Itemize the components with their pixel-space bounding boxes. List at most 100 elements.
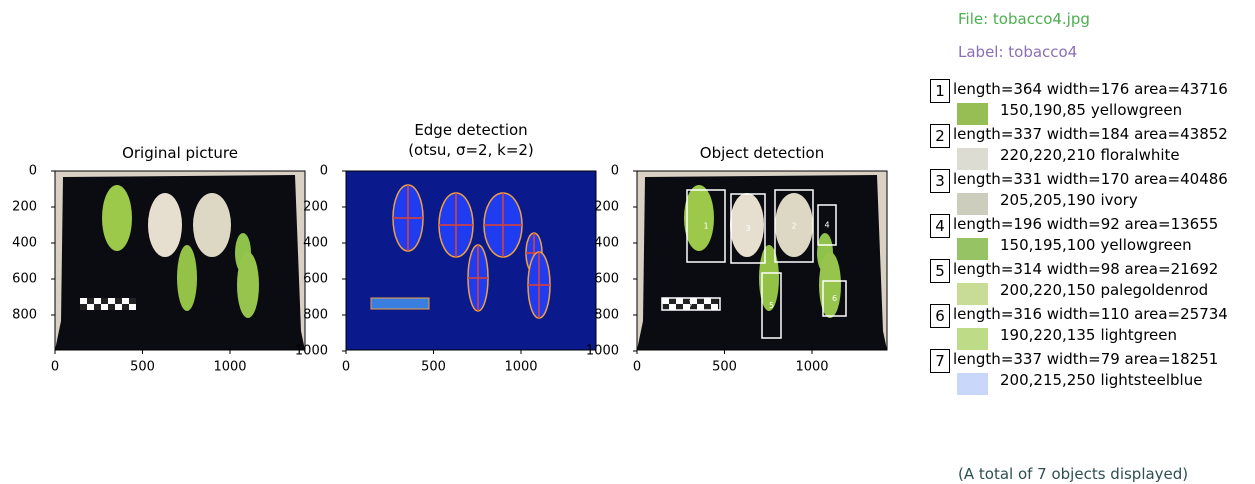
leaf [237, 252, 259, 318]
x-tick-label: 0 [51, 360, 59, 375]
color-swatch [957, 283, 988, 305]
scale-bar [669, 298, 676, 304]
color-swatch [957, 103, 988, 125]
image-panel [55, 171, 305, 350]
object-color: 220,220,210 floralwhite [1000, 146, 1180, 164]
object-id: 1 [930, 79, 950, 103]
scale-bar [697, 304, 704, 310]
scale-bar [711, 304, 718, 310]
color-name: lightgreen [1100, 326, 1177, 344]
y-tick-label: 800 [303, 308, 328, 323]
object-id: 2 [930, 124, 950, 148]
color-rgb: 150,190,85 [1000, 101, 1086, 119]
object-measures: length=364 width=176 area=43716 [953, 80, 1228, 98]
color-name: yellowgreen [1100, 236, 1191, 254]
leaf [177, 245, 197, 311]
y-tick-label: 200 [12, 200, 37, 215]
object-measures: length=316 width=110 area=25734 [953, 305, 1228, 323]
leaf [193, 193, 231, 257]
box-label: 3 [745, 224, 750, 233]
scale-bar [122, 304, 129, 310]
color-rgb: 200,215,250 [1000, 371, 1095, 389]
y-tick-label: 600 [12, 272, 37, 287]
object-color: 205,205,190 ivory [1000, 191, 1138, 209]
scale-bar [669, 304, 676, 310]
object-id: 5 [930, 259, 950, 283]
y-tick-label: 200 [303, 200, 328, 215]
object-id: 6 [930, 304, 950, 328]
y-tick-label: 200 [594, 200, 619, 215]
object-list: File: tobacco4.jpg Label: tobacco4 (A to… [930, 0, 1255, 484]
scale-bar [101, 304, 108, 310]
color-rgb: 205,205,190 [1000, 191, 1095, 209]
scale-bar [80, 304, 87, 310]
object-measures: length=331 width=170 area=40486 [953, 170, 1228, 188]
scale-bar [115, 304, 122, 310]
color-swatch [957, 373, 988, 395]
x-tick-label: 500 [421, 360, 446, 375]
scale-bar [87, 298, 94, 304]
color-name: palegoldenrod [1100, 281, 1208, 299]
object-id: 3 [930, 169, 950, 193]
scale-bar [129, 304, 136, 310]
object-measures: length=337 width=79 area=18251 [953, 350, 1218, 368]
y-tick-label: 0 [320, 164, 328, 179]
color-swatch [957, 238, 988, 260]
y-tick-label: 400 [12, 236, 37, 251]
y-tick-label: 600 [303, 272, 328, 287]
box-label: 5 [769, 301, 774, 310]
color-name: floralwhite [1100, 146, 1179, 164]
scale-bar [94, 304, 101, 310]
scale-bar [94, 298, 101, 304]
box-label: 7 [688, 300, 693, 309]
y-tick-label: 600 [594, 272, 619, 287]
image-panel [346, 171, 596, 350]
scale-bar [122, 298, 129, 304]
object-measures: length=196 width=92 area=13655 [953, 215, 1218, 233]
x-tick-label: 500 [712, 360, 737, 375]
object-color: 200,215,250lightsteelblue [1000, 371, 1202, 389]
object-measures: length=314 width=98 area=21692 [953, 260, 1218, 278]
y-tick-label: 800 [12, 308, 37, 323]
scale-bar [676, 298, 683, 304]
object-color: 150,190,85 yellowgreen [1000, 101, 1182, 119]
scale-bar [80, 298, 87, 304]
color-swatch [957, 148, 988, 170]
scale-bar [662, 298, 669, 304]
color-name: ivory [1100, 191, 1137, 209]
scale-bar [129, 298, 136, 304]
scale-bar [115, 298, 122, 304]
page: Original picture050010000200400600800Edg… [0, 0, 1255, 484]
color-rgb: 220,220,210 [1000, 146, 1095, 164]
box-label: 4 [824, 221, 829, 230]
scale-bar [704, 298, 711, 304]
object-item: 3length=331 width=170 area=40486 205,205,… [930, 169, 1255, 214]
panel-title: Original picture [122, 144, 238, 162]
panel-title: Object detection [700, 144, 824, 162]
scale-bar [662, 304, 669, 310]
scale-bar [697, 298, 704, 304]
y-tick-label: 1000 [295, 344, 328, 359]
x-tick-label: 0 [633, 360, 641, 375]
object-item: 6length=316 width=110 area=25734190,220,… [930, 304, 1255, 349]
color-swatch [957, 193, 988, 215]
scale-bar [87, 304, 94, 310]
object-measures: length=337 width=184 area=43852 [953, 125, 1228, 143]
label-name: Label: tobacco4 [958, 43, 1077, 61]
x-tick-label: 1000 [504, 360, 537, 375]
scale-bar [704, 304, 711, 310]
scale-bar [711, 298, 718, 304]
color-swatch [957, 328, 988, 350]
color-name: yellowgreen [1091, 101, 1182, 119]
leaf [102, 185, 132, 251]
y-tick-label: 0 [29, 164, 37, 179]
y-tick-label: 400 [594, 236, 619, 251]
y-tick-label: 400 [303, 236, 328, 251]
